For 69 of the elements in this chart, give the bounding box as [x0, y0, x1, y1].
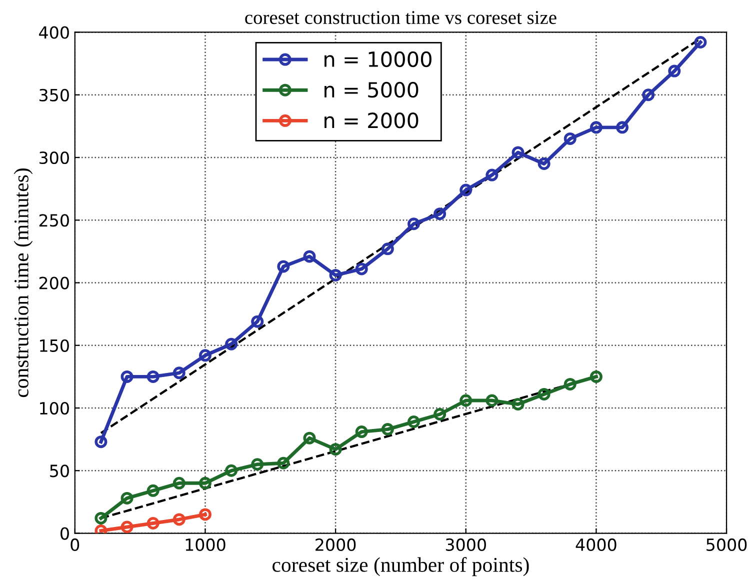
- point: [642, 88, 655, 102]
- x-tick-label: 1000: [186, 538, 226, 552]
- point: [277, 260, 290, 273]
- point: [198, 476, 212, 490]
- point: [538, 158, 550, 170]
- point: [538, 388, 550, 400]
- point: [512, 398, 524, 410]
- point: [120, 492, 134, 504]
- point: [590, 370, 602, 383]
- y-tick-label: 300: [39, 151, 69, 164]
- point: [460, 394, 472, 407]
- x-tick-label: 0: [70, 538, 80, 552]
- x-tick-label: 4000: [576, 538, 616, 552]
- point: [120, 520, 134, 534]
- point: [225, 338, 238, 350]
- y-tick-label: 0: [60, 527, 69, 540]
- point: [277, 456, 290, 470]
- point: [94, 436, 108, 448]
- y-tick-label: 200: [39, 276, 69, 290]
- y-tick-label: 100: [40, 402, 69, 415]
- y-tick-label: 350: [39, 88, 69, 102]
- point: [694, 36, 707, 48]
- x-tick-label: 3000: [446, 538, 486, 552]
- point: [251, 458, 264, 471]
- point: [355, 262, 368, 276]
- point: [486, 394, 498, 407]
- point: [616, 121, 629, 134]
- point: [198, 349, 212, 362]
- point: [381, 423, 394, 436]
- point: [94, 512, 108, 524]
- point: [225, 464, 238, 477]
- y-tick-label: 250: [39, 214, 69, 227]
- point: [146, 370, 160, 383]
- point: [172, 366, 186, 380]
- point: [329, 443, 342, 456]
- point: [329, 268, 342, 282]
- point: [407, 416, 420, 428]
- point: [303, 250, 316, 263]
- legend-label: n = 2000: [324, 112, 418, 128]
- point: [381, 242, 394, 256]
- point: [564, 378, 576, 390]
- point: [486, 168, 498, 182]
- y-tick-label: 400: [39, 26, 69, 39]
- point: [172, 476, 186, 490]
- point: [303, 432, 316, 444]
- y-tick-label: 150: [40, 339, 69, 352]
- point: [146, 516, 160, 530]
- legend-label: n = 10000: [324, 51, 432, 68]
- point: [590, 121, 602, 134]
- point: [355, 426, 368, 438]
- x-axis-title: coreset size (number of points): [272, 557, 529, 576]
- x-tick-label: 5000: [706, 538, 747, 552]
- point: [460, 184, 472, 196]
- point: [407, 218, 420, 230]
- point: [198, 508, 212, 521]
- legend-label: n = 5000: [324, 82, 418, 98]
- point: [668, 64, 681, 78]
- point: [146, 484, 160, 497]
- point: [434, 208, 446, 220]
- point: [512, 146, 524, 159]
- point: [120, 370, 134, 383]
- point: [172, 513, 186, 526]
- point: [434, 408, 446, 421]
- y-axis-title: construction time (minutes): [14, 168, 33, 398]
- point: [564, 132, 576, 145]
- point: [251, 315, 264, 328]
- chart-title: coreset construction time vs coreset size: [245, 11, 556, 24]
- x-tick-label: 2000: [316, 538, 356, 552]
- y-tick-label: 50: [50, 464, 69, 478]
